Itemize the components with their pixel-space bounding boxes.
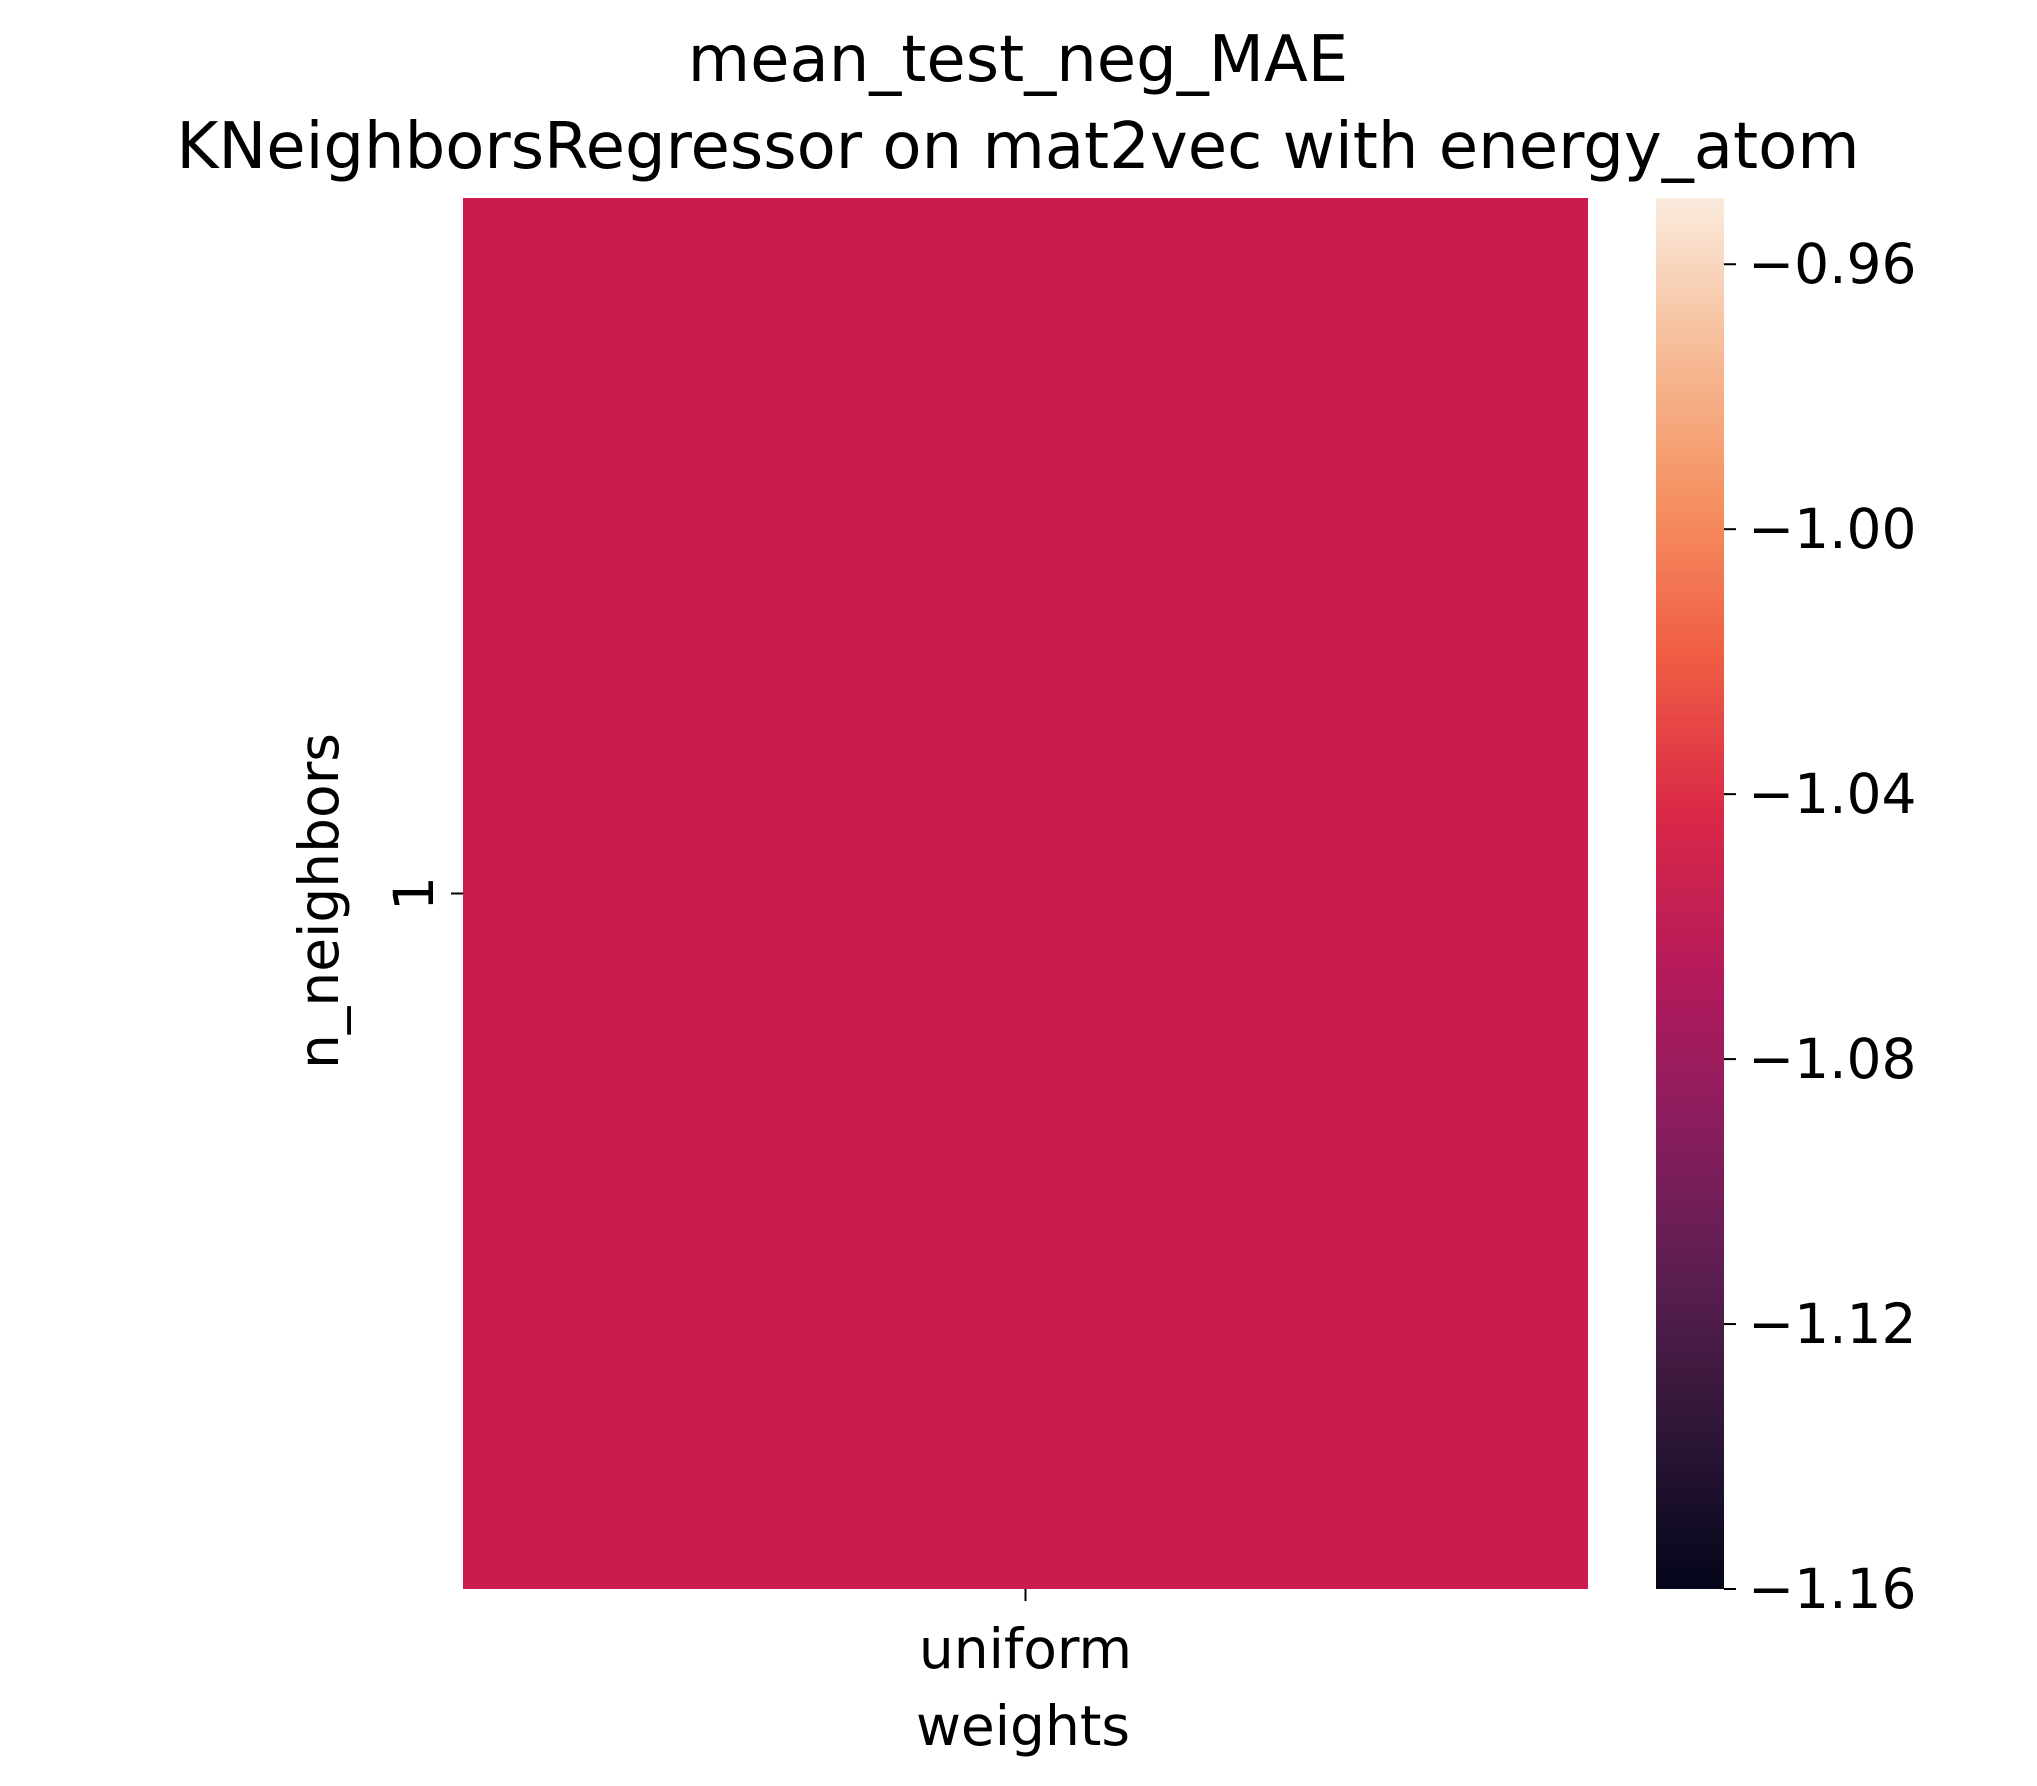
x-axis-ticks: uniform (919, 1589, 1132, 1681)
heatmap-cell (463, 198, 1588, 1589)
colorbar-tick-label: −1.04 (1748, 762, 1917, 826)
heatmap-cells (463, 198, 1588, 1589)
colorbar-ticks: −1.16 −1.12 −1.08 −1.04 −1.00 −0.96 (1724, 232, 1917, 1621)
colorbar-tick-label: −1.08 (1748, 1027, 1917, 1091)
colorbar-tick-label: −0.96 (1748, 232, 1917, 296)
colorbar (1656, 198, 1724, 1589)
colorbar-tick-label: −1.12 (1748, 1292, 1917, 1356)
y-axis-label: n_neighbors (287, 733, 351, 1069)
y-axis-ticks: 1 (382, 876, 463, 911)
colorbar-tick-label: −1.16 (1748, 1557, 1917, 1621)
chart-subtitle: KNeighborsRegressor on mat2vec with ener… (176, 110, 1859, 184)
x-tick-label: uniform (919, 1617, 1132, 1681)
chart-title: mean_test_neg_MAE (688, 23, 1348, 97)
colorbar-tick-label: −1.00 (1748, 497, 1917, 561)
x-axis-label: weights (916, 1694, 1130, 1758)
y-tick-label: 1 (382, 876, 446, 911)
